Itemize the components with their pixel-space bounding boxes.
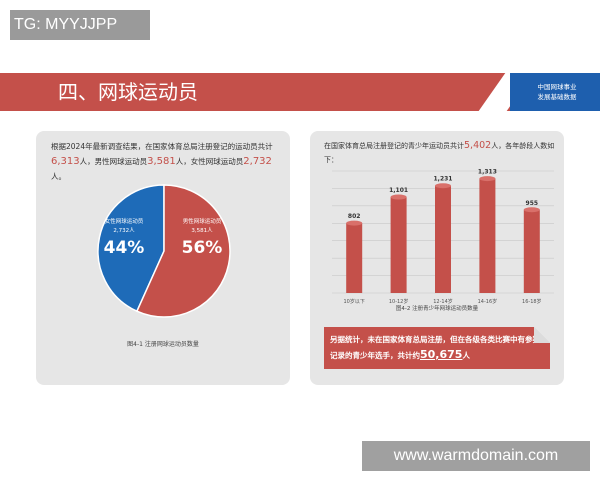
watermark-top: TG: MYYJJPP bbox=[10, 10, 150, 40]
summary-text-3: 人，女性网球运动员 bbox=[175, 157, 244, 166]
summary-text-2: 人，男性网球运动员 bbox=[79, 157, 148, 166]
bar-category-label: 12-14岁 bbox=[433, 298, 453, 305]
unregistered-note: 另据统计，未在国家体育总局注册，但在各级各类比赛中有参赛记录的青少年选手，共计约… bbox=[324, 327, 550, 369]
pie-slice-percent: 44% bbox=[104, 238, 145, 258]
pie-slice-label: 男性网球运动员 bbox=[183, 217, 222, 225]
bar-value-label: 1,101 bbox=[389, 187, 408, 194]
total-count: 6,313 bbox=[51, 156, 80, 167]
pie-slice-count: 2,732人 bbox=[113, 227, 135, 234]
note-text-2: 人 bbox=[462, 351, 470, 360]
male-count: 3,581 bbox=[147, 156, 176, 167]
youth-total: 5,402 bbox=[464, 140, 492, 151]
youth-text-2: 人，各年龄段人数如下： bbox=[324, 142, 555, 164]
pie-slice-male bbox=[135, 184, 231, 318]
bar-category-label: 16-18岁 bbox=[522, 298, 542, 305]
bar-top-cap bbox=[435, 183, 451, 189]
bar-value-label: 1,313 bbox=[478, 169, 497, 176]
youth-bar-chart: 802 10岁以下 1,101 10-12岁 1,231 12-14岁 1,313 14-16… bbox=[332, 169, 554, 312]
bar-value-label: 1,231 bbox=[434, 176, 453, 183]
section-banner: 四、网球运动员 中国网球事业 发展基础数据 bbox=[0, 73, 600, 111]
pie-slice-count: 3,581人 bbox=[191, 227, 213, 234]
bar-category-label: 10岁以下 bbox=[344, 298, 365, 305]
bar-category-label: 10-12岁 bbox=[389, 298, 409, 305]
brand-line-1: 中国网球事业 bbox=[537, 83, 577, 91]
bar-3 bbox=[435, 185, 451, 293]
brand-block: 中国网球事业 发展基础数据 bbox=[510, 73, 600, 111]
note-text-1: 另据统计，未在国家体育总局注册，但在各级各类比赛中有参赛记录的青少年选手，共计约 bbox=[330, 335, 540, 360]
youth-panel: 在国家体育总局注册登记的青少年运动员共计5,402人，各年龄段人数如下： 802… bbox=[310, 131, 564, 385]
bar-top-cap bbox=[479, 176, 496, 182]
youth-text-1: 在国家体育总局注册登记的青少年运动员共计 bbox=[324, 142, 464, 150]
page-curl bbox=[534, 327, 550, 343]
pie-slice-female bbox=[97, 184, 165, 313]
section-title: 四、网球运动员 bbox=[58, 80, 198, 104]
bar-top-cap bbox=[390, 194, 407, 200]
brand-line-2: 发展基础数据 bbox=[537, 93, 577, 101]
female-count: 2,732 bbox=[243, 156, 272, 167]
bar-1 bbox=[346, 223, 363, 293]
brand-text: 中国网球事业 发展基础数据 bbox=[520, 82, 594, 102]
youth-summary: 在国家体育总局注册登记的青少年运动员共计5,402人，各年龄段人数如下： bbox=[324, 139, 558, 167]
bar-top-cap bbox=[523, 207, 540, 213]
watermark-bottom: www.warmdomain.com bbox=[362, 441, 590, 471]
bar-value-label: 955 bbox=[526, 200, 539, 207]
bar-5 bbox=[523, 209, 540, 293]
bar-top-cap bbox=[346, 220, 363, 226]
bar-value-label: 802 bbox=[348, 213, 361, 220]
bar-2 bbox=[390, 197, 407, 293]
pie-slice-label: 女性网球运动员 bbox=[105, 217, 144, 225]
pie-slice-percent: 56% bbox=[182, 238, 223, 258]
bar-category-label: 14-16岁 bbox=[478, 298, 498, 305]
summary-text-4: 人。 bbox=[51, 172, 66, 181]
bar-caption: 图4-2 注册青少年网球运动员数量 bbox=[396, 304, 479, 312]
gender-pie-chart: 女性网球运动员 2,732人 44% 男性网球运动员 3,581人 56% bbox=[97, 184, 231, 318]
pie-caption: 图4-1 注册网球运动员数量 bbox=[127, 341, 199, 348]
note-number: 50,675 bbox=[420, 348, 463, 361]
gender-panel: 根据2024年最新调查结果，在国家体育总局注册登记的运动员共计 6,313人，男性… bbox=[36, 131, 290, 385]
summary-text-1: 根据2024年最新调查结果，在国家体育总局注册登记的运动员共计 bbox=[51, 142, 273, 151]
gender-summary: 根据2024年最新调查结果，在国家体育总局注册登记的运动员共计 6,313人，男性… bbox=[51, 139, 283, 184]
bar-4 bbox=[479, 178, 496, 293]
